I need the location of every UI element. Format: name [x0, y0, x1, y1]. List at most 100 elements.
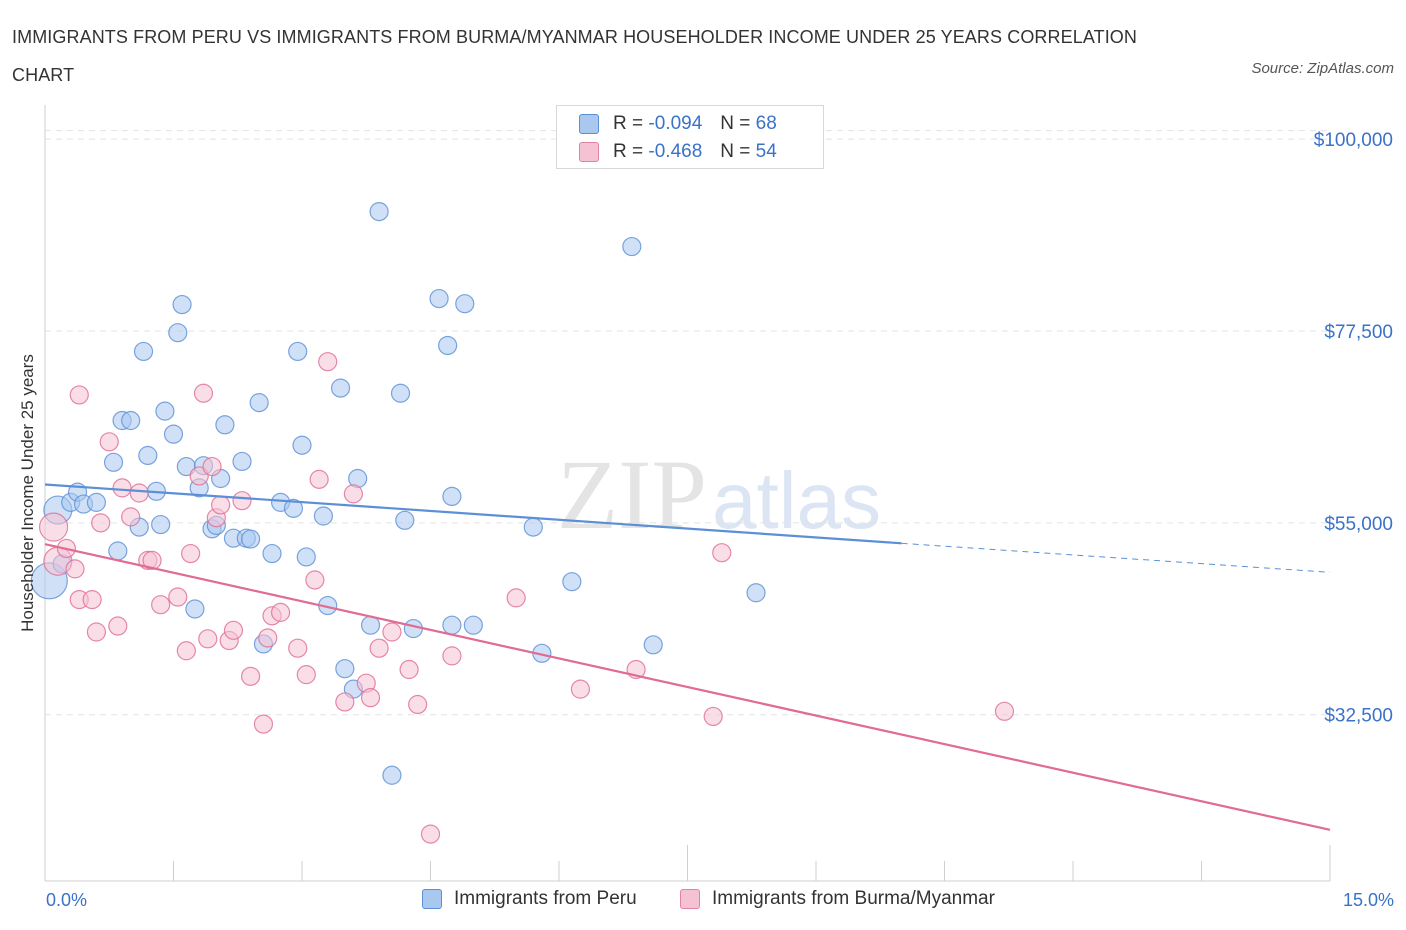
legend-r-value-burma: -0.468: [648, 141, 703, 162]
data-point: [438, 335, 458, 356]
data-point: [562, 572, 582, 592]
data-point: [65, 559, 85, 579]
series-legend-item-peru: Immigrants from Peru: [422, 888, 637, 910]
data-point: [455, 294, 475, 314]
legend-row-peru: R = -0.094 N = 68: [579, 111, 777, 137]
data-point: [570, 679, 591, 699]
data-point: [408, 694, 428, 715]
x-tick-label-max: 15.0%: [1342, 890, 1394, 910]
data-point: [133, 341, 154, 362]
data-point: [99, 432, 119, 452]
legend-n-label: N =: [720, 141, 751, 162]
data-point: [420, 824, 441, 844]
series-legend-swatch-peru: [422, 889, 442, 909]
data-point: [382, 765, 402, 785]
data-point: [399, 659, 419, 680]
data-point: [241, 666, 261, 686]
data-point: [643, 635, 663, 655]
legend-r-label: R =: [613, 113, 644, 134]
y-axis-label: Householder Income Under 25 years: [18, 354, 37, 632]
legend-r-label: R =: [613, 141, 644, 162]
data-point: [360, 688, 381, 708]
zipatlas-watermark: ZIP atlas: [557, 439, 881, 550]
legend-swatch-burma: [579, 142, 599, 162]
data-point: [189, 466, 209, 486]
legend-n-label: N =: [720, 113, 751, 134]
data-point: [103, 452, 124, 472]
legend-n-value-peru: 68: [755, 113, 777, 134]
series-legend-swatch-burma: [680, 889, 700, 909]
data-point: [69, 385, 89, 405]
data-point: [211, 495, 231, 515]
data-point: [292, 435, 312, 455]
data-point: [163, 424, 184, 444]
series-legend-label-peru: Immigrants from Peru: [454, 888, 637, 909]
data-point: [155, 401, 175, 421]
legend-row-burma: R = -0.468 N = 54: [579, 139, 777, 165]
data-point: [712, 543, 732, 563]
data-point: [138, 445, 158, 466]
data-point: [296, 547, 316, 567]
data-point: [746, 583, 766, 603]
data-point: [82, 589, 102, 610]
data-point: [622, 236, 642, 257]
data-point: [129, 483, 149, 503]
watermark-atlas: atlas: [712, 456, 881, 545]
y-tick-label: $100,000: [1314, 130, 1393, 151]
y-tick-label: $32,500: [1324, 706, 1393, 727]
data-point: [369, 638, 389, 658]
y-tick-label: $77,500: [1324, 322, 1393, 343]
series-legend-label-burma: Immigrants from Burma/Myanmar: [712, 888, 995, 909]
data-point: [288, 341, 308, 362]
data-point: [176, 641, 196, 661]
data-point: [232, 451, 252, 472]
data-point: [395, 510, 415, 530]
data-point: [994, 701, 1015, 721]
series-legend: Immigrants from Peru Immigrants from Bur…: [0, 888, 1406, 916]
trend-line-extension-peru: [901, 542, 1331, 573]
chart-title: IMMIGRANTS FROM PERU VS IMMIGRANTS FROM …: [12, 27, 1138, 85]
data-point: [390, 383, 411, 403]
watermark-zip: ZIP: [557, 439, 707, 550]
series-burma: [38, 352, 1015, 844]
series-legend-item-burma: Immigrants from Burma/Myanmar: [680, 888, 995, 910]
source-label: Source: ZipAtlas.com: [1251, 60, 1394, 77]
data-point: [215, 415, 235, 435]
data-point: [283, 498, 304, 518]
data-point: [262, 543, 282, 564]
data-point: [249, 393, 269, 413]
trend-line-peru: [44, 483, 902, 545]
data-point: [168, 587, 188, 607]
data-point: [202, 456, 222, 477]
legend-swatch-peru: [579, 114, 599, 134]
data-point: [181, 543, 201, 564]
data-series: [30, 201, 1331, 844]
trend-line-burma: [44, 543, 1331, 831]
data-point: [330, 378, 351, 398]
legend-n-value-burma: 54: [755, 141, 777, 162]
data-point: [151, 595, 171, 615]
data-point: [172, 294, 192, 315]
data-point: [38, 512, 69, 542]
data-point: [121, 410, 141, 431]
data-point: [403, 618, 423, 639]
data-point: [270, 602, 291, 622]
data-point: [463, 615, 483, 635]
data-point: [91, 513, 111, 533]
data-point: [313, 506, 334, 526]
data-point: [369, 201, 389, 222]
data-point: [193, 383, 214, 403]
correlation-legend: R = -0.094 N = 68 R = -0.468 N = 54: [556, 105, 824, 169]
data-point: [86, 622, 107, 642]
data-point: [288, 638, 308, 658]
data-point: [296, 665, 316, 685]
data-point: [382, 622, 402, 642]
data-point: [86, 492, 107, 512]
data-point: [112, 478, 132, 498]
x-tick-label-min: 0.0%: [46, 890, 88, 910]
data-point: [309, 469, 329, 489]
y-tick-label: $55,000: [1324, 514, 1393, 535]
data-point: [523, 517, 543, 537]
data-point: [442, 646, 462, 666]
